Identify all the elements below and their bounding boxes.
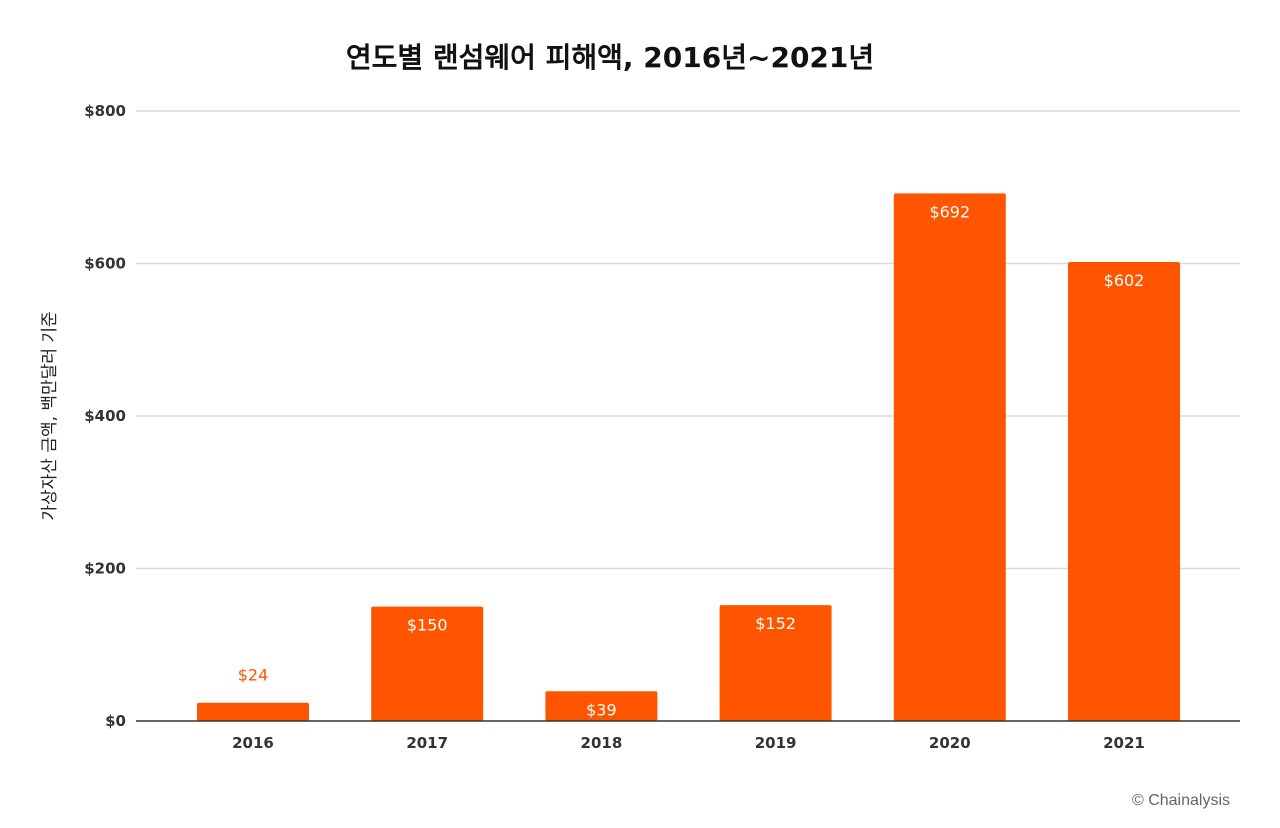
data-label: $24 (238, 666, 269, 685)
x-tick-label: 2021 (1103, 734, 1145, 752)
y-tick-label: $200 (84, 560, 126, 578)
bar (197, 702, 309, 721)
x-tick-label: 2020 (929, 734, 971, 752)
y-tick-label: $600 (84, 255, 126, 273)
y-tick-label: $400 (84, 407, 126, 425)
y-axis-ticks: $0 $200 $400 $600 $800 (84, 102, 126, 730)
data-label: $602 (1104, 271, 1145, 290)
bar (545, 691, 658, 721)
x-axis-ticks: 2016 2017 2018 2019 2020 2021 (232, 734, 1145, 752)
x-tick-label: 2019 (755, 734, 797, 752)
data-label: $692 (929, 202, 970, 221)
y-axis-title: 가상자산 금액, 백만달러 기준 (40, 311, 60, 520)
bar (371, 606, 484, 721)
source-credit: © Chainalysis (1131, 792, 1230, 809)
data-label: $150 (407, 616, 448, 635)
bar (893, 193, 1006, 722)
chart-title: 연도별 랜섬웨어 피해액, 2016년~2021년 (345, 41, 875, 74)
bar (1068, 261, 1180, 721)
x-tick-label: 2017 (406, 734, 448, 752)
bars: $24 $150 $39 $152 $692 $602 (197, 193, 1180, 722)
data-label: $39 (586, 700, 617, 719)
gridlines (136, 110, 1240, 570)
y-tick-label: $0 (105, 712, 126, 730)
x-tick-label: 2016 (232, 734, 274, 752)
x-tick-label: 2018 (581, 734, 623, 752)
bar (719, 605, 832, 721)
y-tick-label: $800 (84, 102, 126, 120)
data-label: $152 (755, 614, 796, 633)
